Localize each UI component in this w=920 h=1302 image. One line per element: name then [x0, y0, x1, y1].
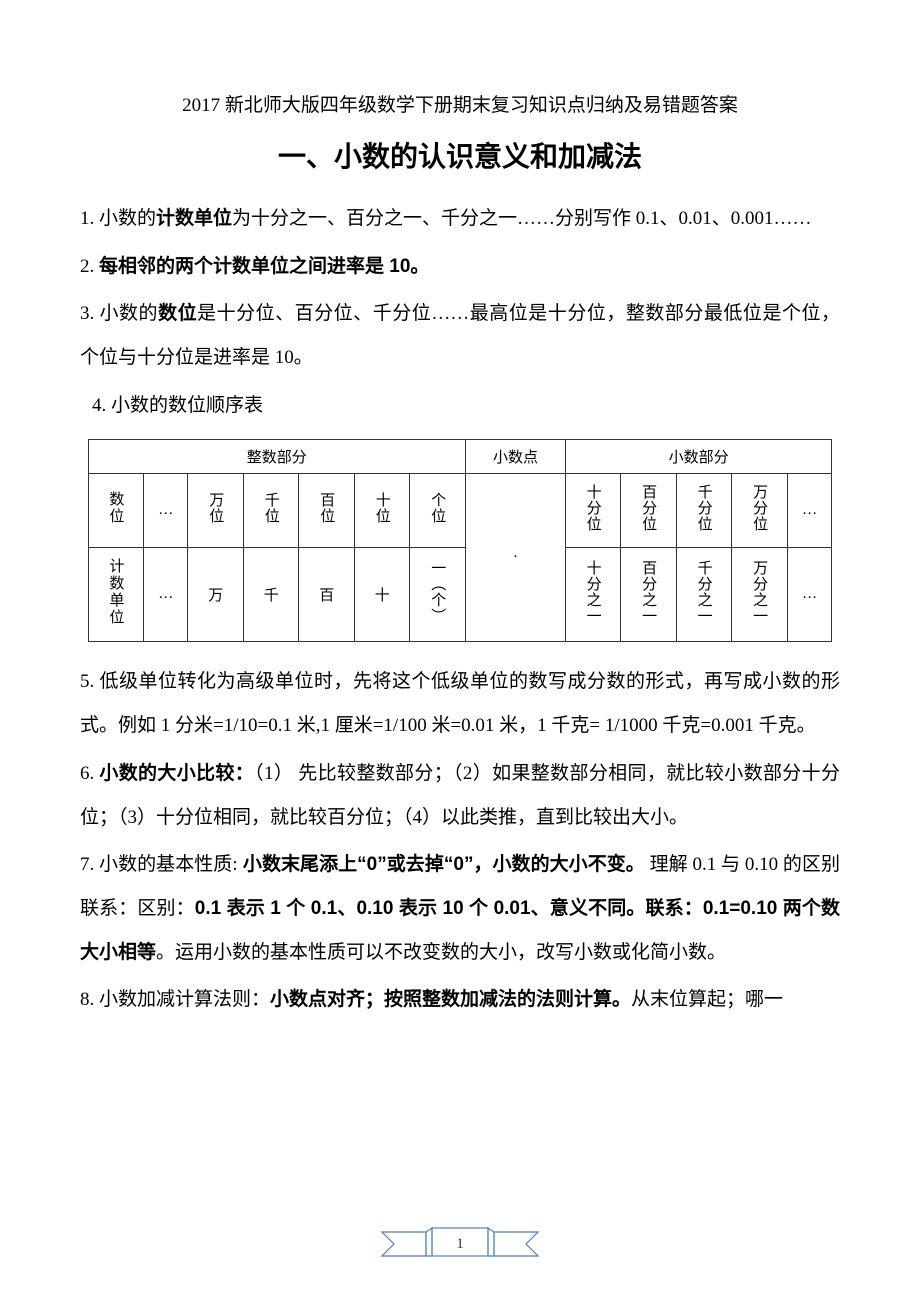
cell: 个位 — [410, 474, 466, 548]
cell: 一︵个︶ — [410, 548, 466, 642]
p1-text-a: 1. 小数的 — [80, 208, 156, 229]
hdr-integer: 整数部分 — [88, 440, 465, 474]
cell: 十 — [354, 548, 410, 642]
table-header-row: 整数部分 小数点 小数部分 — [88, 440, 832, 474]
paragraph-4: 4. 小数的数位顺序表 — [80, 384, 840, 428]
cell: 十分之一 — [565, 548, 621, 642]
paragraph-3: 3. 小数的数位是十分位、百分位、千分位……最高位是十分位，整数部分最低位是个位… — [80, 292, 840, 379]
paragraph-7: 7. 小数的基本性质: 小数末尾添上“0”或去掉“0”，小数的大小不变。 理解 … — [80, 843, 840, 974]
cell: 千 — [243, 548, 299, 642]
cell: 万分位 — [732, 474, 788, 548]
table-digit-row: 数位 … 万位 千位 百位 十位 个位 · 十分位 百分位 千分位 万分位 … — [88, 474, 832, 548]
p6-text-a: 6. — [80, 763, 99, 784]
p7-text-a: 7. 小数的基本性质: — [80, 854, 238, 875]
p2-bold: 每相邻的两个计数单位之间进率是 10。 — [99, 256, 429, 277]
p2-text-a: 2. — [80, 256, 99, 277]
point-cell: · — [465, 474, 565, 642]
cell: … — [144, 548, 188, 642]
cell: 百分之一 — [621, 548, 677, 642]
p8-text-a: 8. 小数加减计算法则： — [80, 989, 270, 1010]
cell: 千位 — [243, 474, 299, 548]
cell: 百分位 — [621, 474, 677, 548]
cell: … — [144, 474, 188, 548]
paragraph-6: 6. 小数的大小比较：（1） 先比较整数部分；（2）如果整数部分相同，就比较小数… — [80, 752, 840, 839]
cell: 百 — [299, 548, 355, 642]
cell: 十位 — [354, 474, 410, 548]
hdr-decimal: 小数部分 — [565, 440, 831, 474]
table-unit-row: 计数单位 … 万 千 百 十 一︵个︶ 十分之一 百分之一 千分之一 万分之一 … — [88, 548, 832, 642]
p3-bold: 数位 — [158, 303, 197, 324]
row-label-digit: 数位 — [88, 474, 144, 548]
cell: 万 — [188, 548, 244, 642]
page-number: 1 — [456, 1236, 464, 1253]
page-footer: 1 — [0, 1226, 920, 1262]
cell: 万位 — [188, 474, 244, 548]
p1-bold: 计数单位 — [156, 208, 232, 229]
p1-text-c: 为十分之一、百分之一、千分之一……分别写作 0.1、0.01、0.001…… — [232, 208, 812, 229]
cell: 千分之一 — [676, 548, 732, 642]
p7-text-e: 。运用小数的基本性质可以不改变数的大小，改写小数或化简小数。 — [156, 942, 726, 963]
cell: 千分位 — [676, 474, 732, 548]
cell: 百位 — [299, 474, 355, 548]
hdr-point: 小数点 — [465, 440, 565, 474]
p8-text-c: 从末位算起；哪一 — [631, 989, 783, 1010]
place-value-table: 整数部分 小数点 小数部分 数位 … 万位 千位 百位 十位 个位 · 十分位 … — [88, 439, 833, 642]
p3-text-a: 3. 小数的 — [80, 303, 158, 324]
cell: 十分位 — [565, 474, 621, 548]
section-title: 一、小数的认识意义和加减法 — [80, 135, 840, 175]
cell: … — [787, 548, 831, 642]
cell: 万分之一 — [732, 548, 788, 642]
paragraph-5: 5. 低级单位转化为高级单位时，先将这个低级单位的数写成分数的形式，再写成小数的… — [80, 660, 840, 747]
p6-bold: 小数的大小比较： — [99, 763, 254, 784]
paragraph-8: 8. 小数加减计算法则：小数点对齐；按照整数加减法的法则计算。从末位算起；哪一 — [80, 978, 840, 1022]
doc-title: 2017 新北师大版四年级数学下册期末复习知识点归纳及易错题答案 — [80, 90, 840, 117]
paragraph-1: 1. 小数的计数单位为十分之一、百分之一、千分之一……分别写作 0.1、0.01… — [80, 197, 840, 241]
p8-bold: 小数点对齐；按照整数加减法的法则计算。 — [270, 989, 631, 1010]
paragraph-2: 2. 每相邻的两个计数单位之间进率是 10。 — [80, 245, 840, 289]
row-label-unit: 计数单位 — [88, 548, 144, 642]
cell: … — [787, 474, 831, 548]
p7-bold-b: 小数末尾添上“0”或去掉“0”，小数的大小不变。 — [238, 854, 645, 875]
